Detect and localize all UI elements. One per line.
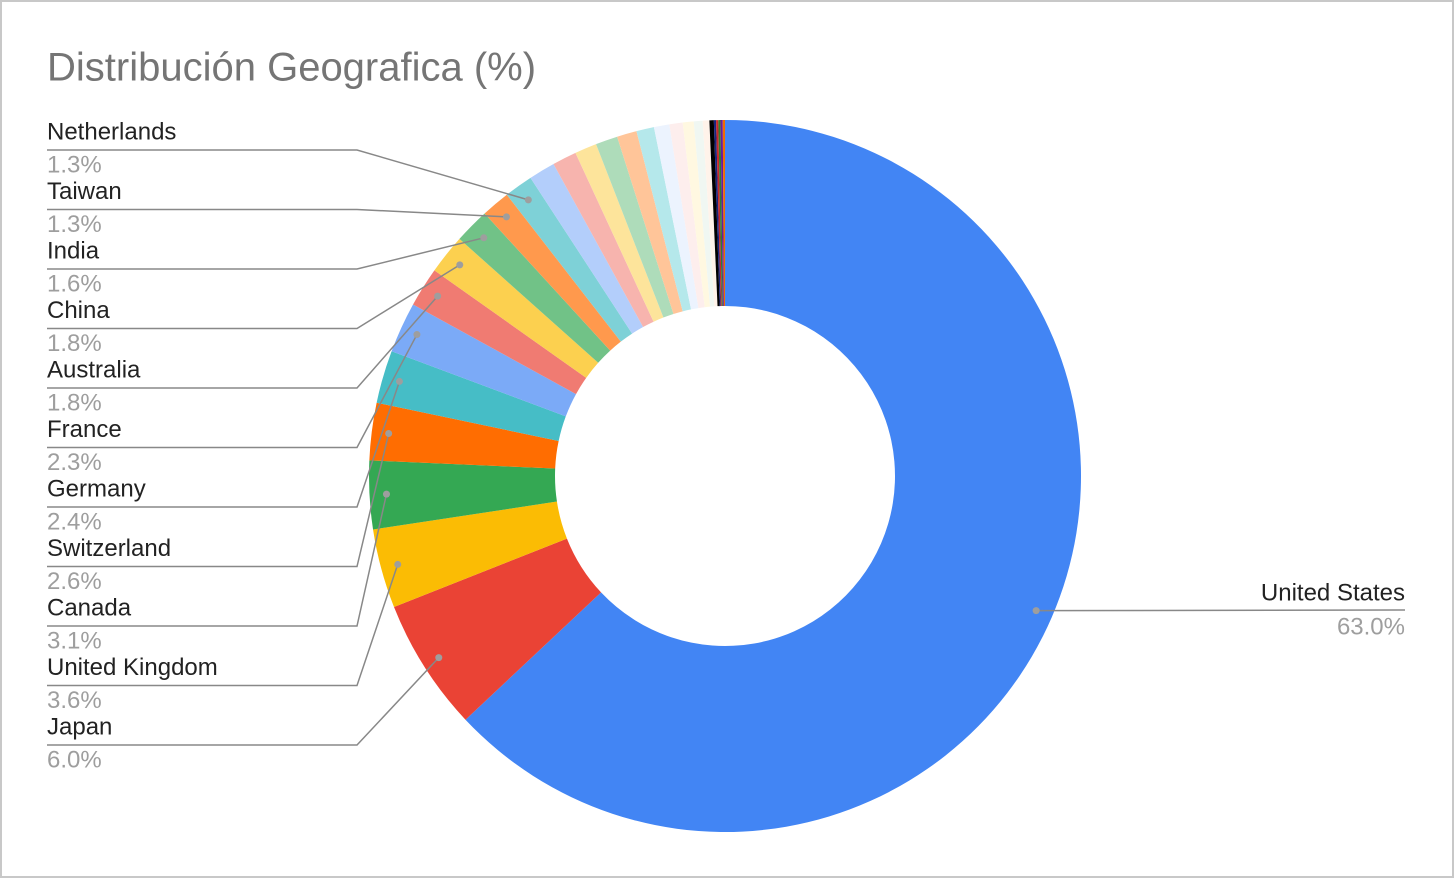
slice-label: United Kingdom bbox=[47, 654, 218, 681]
slice-label: Australia bbox=[47, 356, 141, 383]
slice bbox=[718, 120, 723, 307]
slice bbox=[596, 136, 674, 318]
slice bbox=[506, 177, 633, 342]
slice bbox=[722, 120, 725, 307]
leader-dot bbox=[395, 377, 403, 385]
slice-value-label: 1.3% bbox=[47, 151, 102, 178]
leader-line bbox=[47, 149, 529, 201]
slice bbox=[713, 120, 721, 307]
slice bbox=[391, 304, 577, 417]
slice bbox=[693, 120, 715, 307]
leader-line bbox=[47, 264, 461, 330]
slice-value-label: 3.1% bbox=[47, 627, 102, 654]
slice bbox=[617, 131, 683, 314]
slice-label: Netherlands bbox=[47, 118, 176, 145]
leader-dot bbox=[413, 331, 421, 339]
slice-value-label: 1.8% bbox=[47, 330, 102, 357]
slice bbox=[709, 120, 720, 307]
leader-dot bbox=[456, 261, 464, 269]
slice-label: France bbox=[47, 416, 122, 443]
leader-line bbox=[1036, 609, 1406, 612]
leader-dot bbox=[385, 430, 393, 438]
slice-label: India bbox=[47, 237, 100, 264]
leader-line bbox=[47, 657, 440, 746]
slice-value-label: 63.0% bbox=[1337, 613, 1405, 640]
slice-value-label: 2.4% bbox=[47, 508, 102, 535]
leader-dot bbox=[435, 654, 443, 662]
slice bbox=[376, 351, 566, 442]
leader-dot bbox=[382, 490, 390, 498]
slice-label: Taiwan bbox=[47, 178, 122, 205]
slice-value-label: 1.6% bbox=[47, 270, 102, 297]
leader-dot bbox=[1032, 607, 1040, 615]
leader-line bbox=[47, 493, 388, 627]
leader-line bbox=[47, 433, 390, 568]
chart-title: Distribución Geografica (%) bbox=[47, 46, 536, 90]
slice-label: Germany bbox=[47, 475, 146, 502]
slice bbox=[413, 270, 587, 395]
leader-dot bbox=[480, 234, 488, 242]
slice-value-label: 2.6% bbox=[47, 568, 102, 595]
slice-label: Japan bbox=[47, 713, 112, 740]
leader-dot bbox=[394, 560, 402, 568]
slice bbox=[369, 402, 559, 469]
slice bbox=[669, 122, 705, 309]
leader-line bbox=[47, 208, 507, 218]
slice-label: United States bbox=[1261, 579, 1405, 606]
slice bbox=[465, 120, 1081, 832]
slice bbox=[530, 164, 644, 334]
slice-value-label: 6.0% bbox=[47, 746, 102, 773]
slice bbox=[720, 120, 724, 307]
slice bbox=[636, 127, 692, 312]
slice bbox=[459, 213, 611, 363]
leader-line bbox=[47, 334, 418, 449]
slice bbox=[434, 238, 599, 378]
slice bbox=[575, 144, 664, 322]
slice bbox=[393, 538, 602, 720]
slice bbox=[369, 460, 557, 530]
slice bbox=[653, 124, 699, 310]
leader-line bbox=[47, 381, 401, 508]
slice bbox=[484, 194, 621, 351]
slice-value-label: 1.8% bbox=[47, 389, 102, 416]
slice bbox=[716, 120, 722, 307]
slice-value-label: 3.6% bbox=[47, 687, 102, 714]
leader-line bbox=[47, 237, 484, 270]
slice bbox=[553, 152, 654, 328]
leader-dot bbox=[502, 213, 510, 221]
leader-dot bbox=[434, 292, 442, 300]
slice-label: Switzerland bbox=[47, 535, 171, 562]
leader-line bbox=[47, 564, 399, 687]
slice bbox=[373, 501, 567, 608]
slice-value-label: 2.3% bbox=[47, 449, 102, 476]
leader-dot bbox=[524, 196, 532, 204]
slice bbox=[682, 121, 711, 308]
slice-label: Canada bbox=[47, 594, 132, 621]
slice-label: China bbox=[47, 297, 110, 324]
slice-value-label: 1.3% bbox=[47, 211, 102, 238]
leader-line bbox=[47, 295, 439, 389]
slice bbox=[702, 120, 718, 307]
